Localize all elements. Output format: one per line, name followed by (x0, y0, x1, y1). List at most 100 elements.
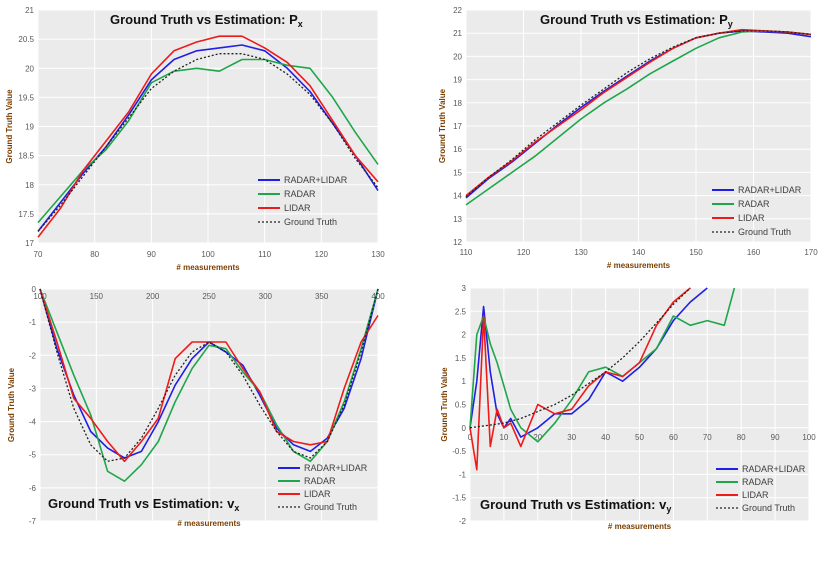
y-tick-label: -1.5 (452, 494, 466, 503)
x-tick-label: 110 (258, 250, 271, 259)
y-tick-label: 12 (453, 238, 462, 247)
y-tick-label: 17 (453, 122, 462, 131)
x-tick-label: 110 (460, 248, 473, 257)
y-tick-label: 21 (25, 6, 34, 15)
legend-label-ground-truth: Ground Truth (304, 502, 357, 512)
y-tick-label: 19 (453, 76, 462, 85)
series-line-ground-truth (39, 288, 379, 462)
chart-title-subscript: x (298, 19, 303, 29)
grid (465, 9, 812, 243)
series-line-ground-truth (465, 30, 812, 198)
x-axis-title: # measurements (176, 263, 240, 272)
chart-title-subscript: x (234, 503, 239, 513)
x-tick-label: 100 (802, 433, 816, 442)
series-line-radar (39, 288, 379, 482)
y-tick-label: -2 (459, 517, 467, 526)
x-tick-label: 90 (147, 250, 156, 259)
y-tick-label: 17.5 (18, 210, 34, 219)
chart-panel-py: 12 13 14 15 16 17 18 19 20 21 22 110 120 130 140 150 160… (436, 0, 824, 278)
x-tick-label: 100 (33, 292, 47, 301)
y-tick-label: -6 (29, 484, 37, 493)
x-tick-label: 60 (669, 433, 678, 442)
y-tick-label: -7 (29, 517, 37, 526)
legend-label-radar: RADAR (304, 476, 336, 486)
x-axis-title: # measurements (177, 519, 241, 528)
x-tick-label: 350 (315, 292, 329, 301)
y-tick-label: 18 (453, 99, 462, 108)
x-tick-label: 140 (632, 248, 646, 257)
chart-title: Ground Truth vs Estimation: Py (540, 12, 733, 29)
legend-label-radar: RADAR (284, 189, 316, 199)
legend-label-radar: RADAR (742, 477, 774, 487)
y-tick-label: -2 (29, 351, 37, 360)
x-tick-label: 130 (371, 250, 385, 259)
x-tick-label: 0 (468, 433, 473, 442)
chart-title-main: Ground Truth vs Estimation: v (48, 496, 235, 511)
x-tick-label: 80 (737, 433, 746, 442)
x-tick-label: 40 (601, 433, 610, 442)
chart-title: Ground Truth vs Estimation: vy (480, 497, 671, 514)
series-line-radar (37, 58, 379, 224)
x-tick-label: 20 (533, 433, 542, 442)
y-tick-label: 18.5 (18, 152, 34, 161)
legend-label-lidar: LIDAR (304, 489, 331, 499)
chart-title: Ground Truth vs Estimation: Px (110, 12, 303, 29)
legend-label-lidar: LIDAR (742, 490, 769, 500)
legend-label-radar-lidar: RADAR+LIDAR (738, 185, 802, 195)
legend: RADAR+LIDAR RADAR LIDAR Ground Truth (258, 175, 348, 227)
x-tick-label: 80 (90, 250, 99, 259)
y-tick-label: 19.5 (18, 93, 34, 102)
legend-label-lidar: LIDAR (284, 203, 311, 213)
y-tick-label: -3 (29, 384, 37, 393)
y-tick-label: 19 (25, 123, 34, 132)
legend-label-lidar: LIDAR (738, 213, 765, 223)
chart-title-main: Ground Truth vs Estimation: P (540, 12, 728, 27)
legend-label-radar-lidar: RADAR+LIDAR (304, 463, 368, 473)
chart-title-subscript: y (728, 19, 733, 29)
y-tick-label: 16 (453, 145, 462, 154)
x-tick-label: 120 (517, 248, 531, 257)
x-tick-label: 400 (371, 292, 385, 301)
chart-svg-px: 17 17.5 18 18.5 19 19.5 20 20.5 21 70 80 90 100 110 12… (5, 6, 385, 272)
x-tick-label: 150 (689, 248, 703, 257)
y-tick-label: 15 (453, 168, 462, 177)
chart-svg-vy: 32.521.510.50-0.5-1-1.5-20 10 20 30 40 50 60 70… (440, 284, 816, 531)
y-tick-label: 14 (453, 192, 462, 201)
legend-label-radar: RADAR (738, 199, 770, 209)
legend-label-ground-truth: Ground Truth (742, 503, 795, 513)
y-tick-label: 1.5 (455, 354, 467, 363)
chart-title: Ground Truth vs Estimation: vx (48, 496, 239, 513)
y-tick-label: -1 (29, 318, 37, 327)
grid (39, 288, 379, 522)
legend: RADAR+LIDAR RADAR LIDAR Ground Truth (278, 463, 368, 512)
x-tick-label: 120 (315, 250, 329, 259)
x-tick-label: 90 (771, 433, 780, 442)
y-tick-label: 1 (462, 377, 467, 386)
legend: RADAR+LIDAR RADAR LIDAR Ground Truth (716, 464, 806, 513)
y-tick-label: 18 (25, 181, 34, 190)
series-line-lidar (39, 288, 379, 463)
x-tick-label: 50 (635, 433, 644, 442)
chart-title-main: Ground Truth vs Estimation: P (110, 12, 298, 27)
y-tick-label: 0 (32, 285, 37, 294)
series-line-radar (469, 287, 736, 443)
x-axis-title: # measurements (608, 522, 672, 531)
y-axis-title: Ground Truth Value (7, 367, 16, 442)
chart-title-subscript: y (666, 504, 671, 514)
x-tick-label: 30 (567, 433, 576, 442)
chart-svg-py: 12 13 14 15 16 17 18 19 20 21 22 110 120 130 140 150 160… (438, 6, 818, 270)
series-line-lidar (37, 35, 379, 238)
series-line-lidar (465, 28, 812, 197)
y-tick-label: 0 (462, 424, 467, 433)
y-tick-label: 13 (453, 215, 462, 224)
y-tick-label: 20 (453, 52, 462, 61)
y-tick-label: -5 (29, 451, 37, 460)
chart-panel-vy: 3 2.5 2 1.5 1 0.5 0 -0.5 -1 -1.5 -2 0 10 20 30 40 50 60 70… (436, 278, 824, 561)
y-tick-label: -4 (29, 418, 37, 427)
chart-title-main: Ground Truth vs Estimation: v (480, 497, 667, 512)
x-tick-label: 150 (90, 292, 104, 301)
legend-label-radar-lidar: RADAR+LIDAR (284, 175, 348, 185)
series-line-radar (465, 30, 812, 206)
chart-svg-vx: 0 -1 -2 -3 -4 -5 -6 -7 100 150 200 250 300 350 400 Grou… (7, 285, 385, 528)
grid (37, 9, 379, 244)
